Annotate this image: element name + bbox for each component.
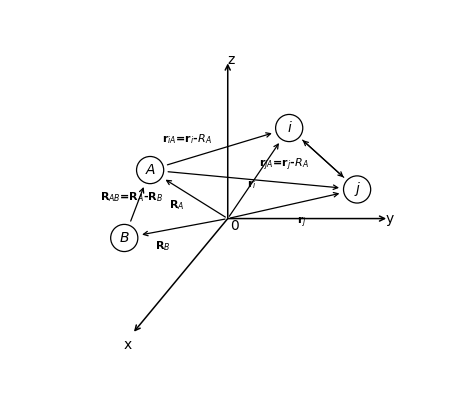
Text: $\mathbf{R}_{A}$: $\mathbf{R}_{A}$ (169, 198, 184, 212)
Text: $\mathbf{r}_{j}$: $\mathbf{r}_{j}$ (297, 215, 307, 230)
Text: $\mathbf{r}_{jA}$=$\mathbf{r}_{j}$-$\mathit{R}_{A}$: $\mathbf{r}_{jA}$=$\mathbf{r}_{j}$-$\mat… (260, 157, 309, 173)
Text: $\mathbf{R}_{AB}$=$\mathbf{R}_{A}$-$\mathbf{R}_{B}$: $\mathbf{R}_{AB}$=$\mathbf{R}_{A}$-$\mat… (100, 191, 164, 205)
Text: A: A (145, 163, 155, 177)
Text: y: y (385, 212, 393, 226)
Text: 0: 0 (230, 219, 239, 233)
Circle shape (276, 114, 303, 142)
Circle shape (137, 157, 164, 184)
Text: $\mathbf{R}_{B}$: $\mathbf{R}_{B}$ (155, 239, 171, 253)
Text: $\mathbf{r}_{iA}$=$\mathbf{r}_{i}$-$\mathit{R}_{A}$: $\mathbf{r}_{iA}$=$\mathbf{r}_{i}$-$\mat… (162, 132, 212, 146)
Text: z: z (227, 53, 234, 67)
Text: $\mathbf{r}_{i}$: $\mathbf{r}_{i}$ (247, 178, 257, 191)
Circle shape (111, 224, 138, 252)
Text: i: i (287, 121, 291, 135)
Circle shape (344, 176, 371, 203)
Text: x: x (123, 338, 132, 352)
Text: B: B (120, 231, 129, 245)
Text: j: j (355, 182, 359, 197)
